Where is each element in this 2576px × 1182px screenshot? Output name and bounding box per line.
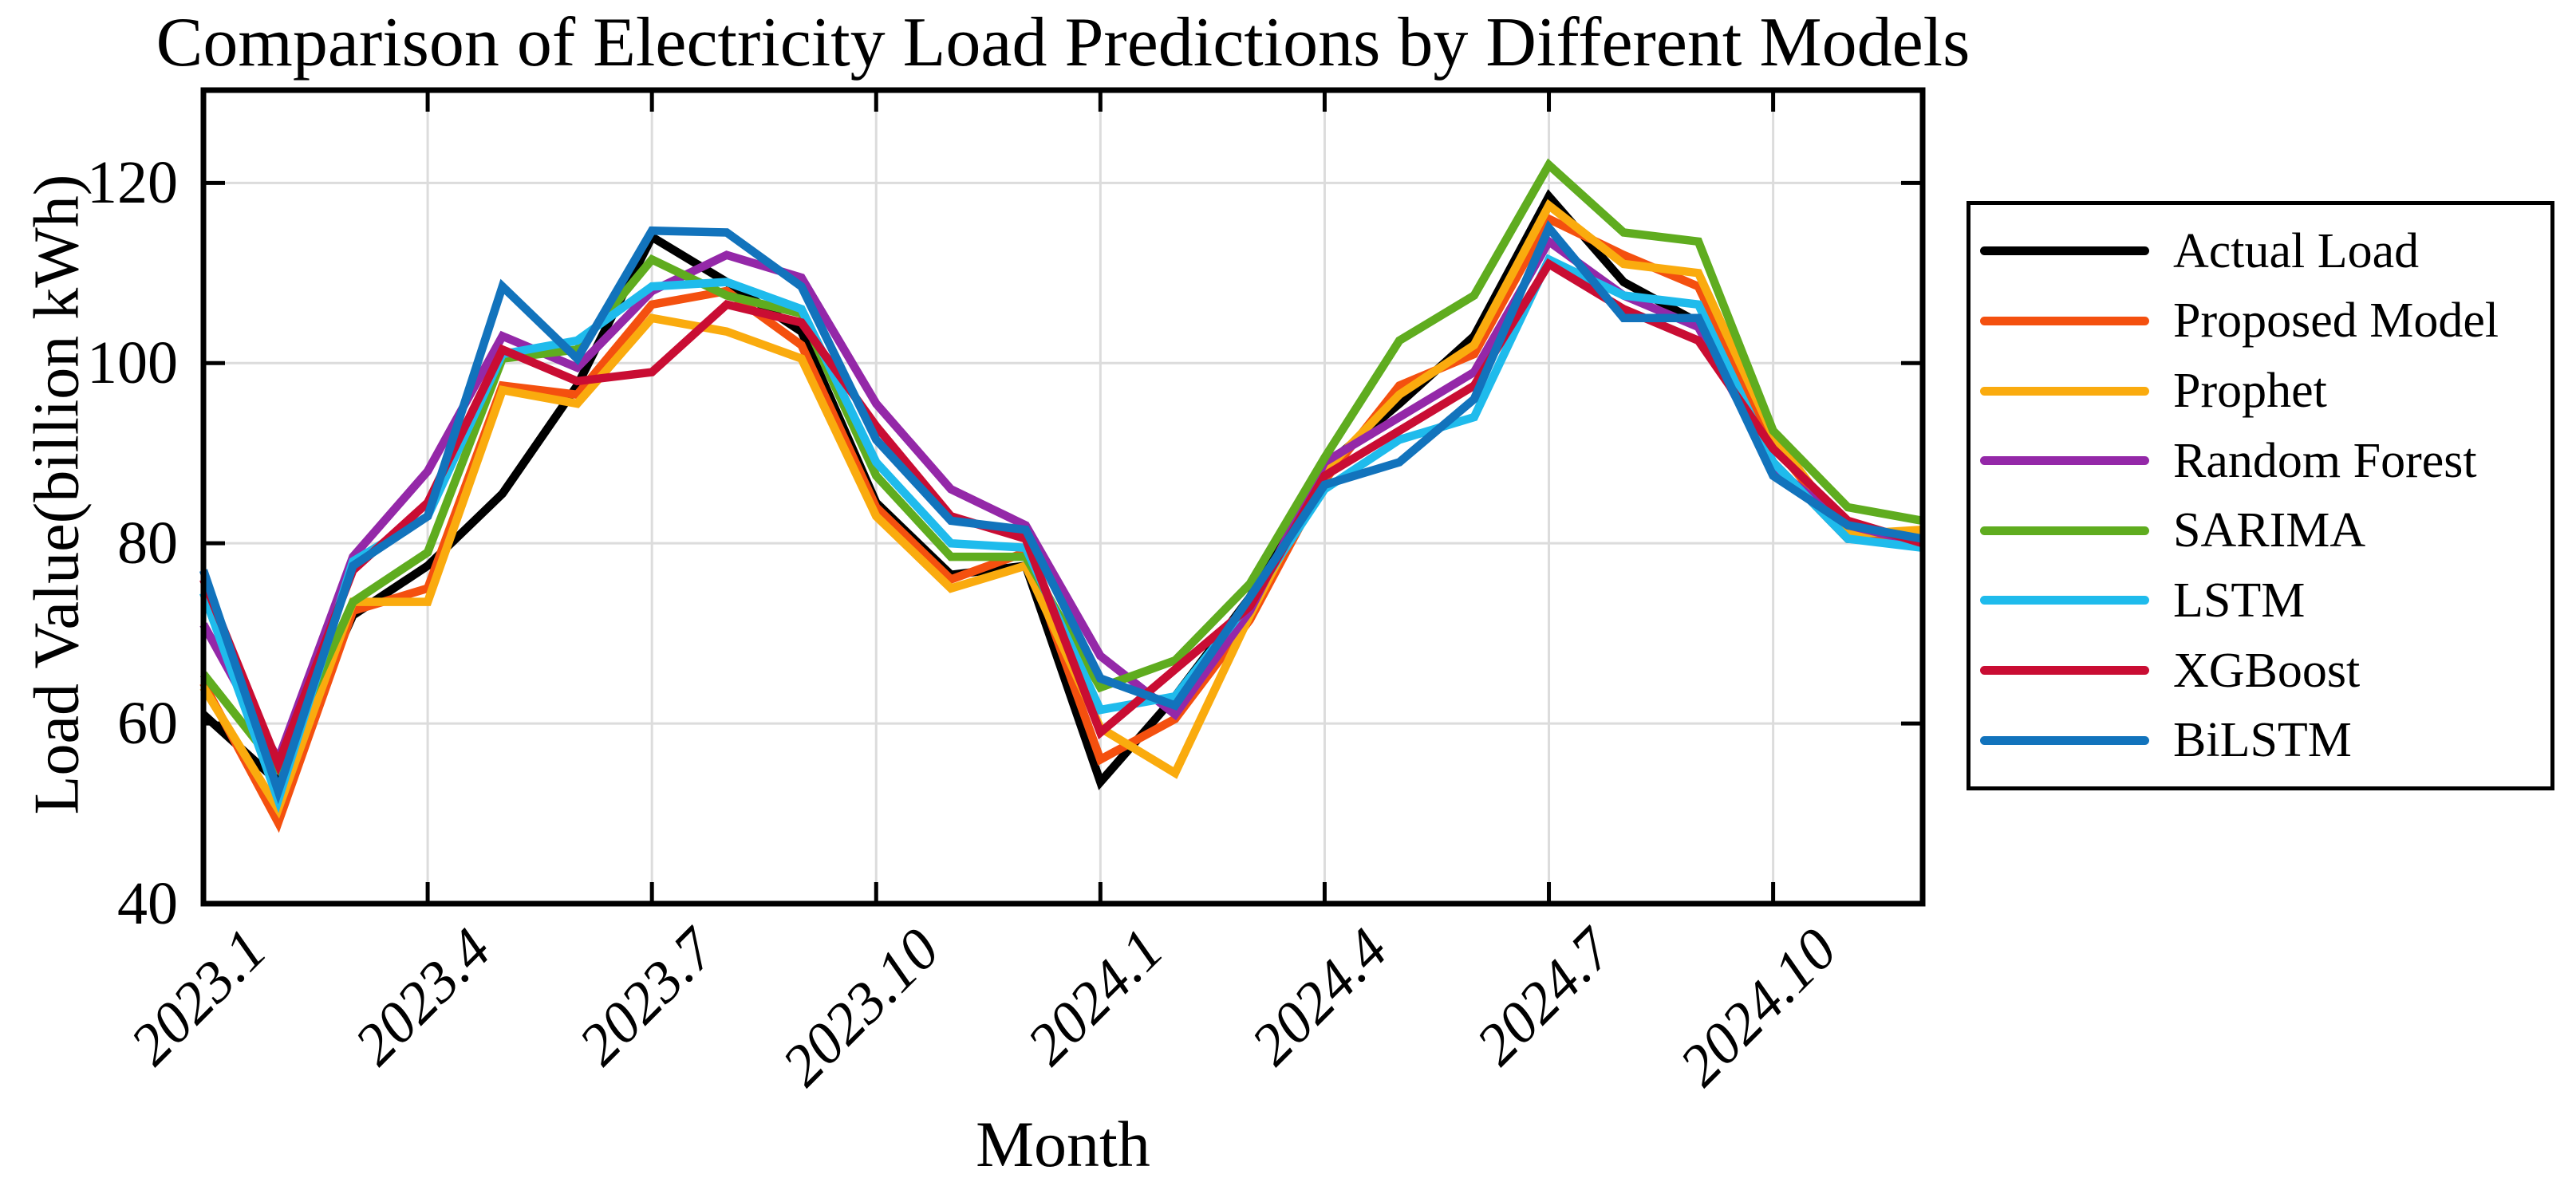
legend-label: Actual Load	[2173, 223, 2420, 278]
legend-item-actual-load: Actual Load	[1970, 219, 2550, 283]
series-line-bilstm	[199, 219, 1923, 805]
legend-label: XGBoost	[2173, 643, 2361, 698]
legend-item-sarima: SARIMA	[1970, 498, 2550, 562]
legend-label: Proposed Model	[2173, 294, 2499, 349]
legend-item-proposed-model: Proposed Model	[1970, 289, 2550, 353]
y-tick-label: 120	[87, 149, 178, 217]
chart-title: Comparison of Electricity Load Predictio…	[156, 4, 1970, 81]
y-tick-label: 80	[117, 510, 178, 577]
legend-label: BiLSTM	[2173, 713, 2352, 768]
legend-line-swatch	[1980, 735, 2149, 745]
legend-item-xgboost: XGBoost	[1970, 639, 2550, 703]
y-tick-label: 60	[117, 690, 178, 758]
legend-box: Actual Load Proposed Model Prophet Random F…	[1967, 201, 2554, 790]
legend-item-bilstm: BiLSTM	[1970, 708, 2550, 772]
legend-line-swatch	[1980, 456, 2149, 466]
legend-label: LSTM	[2173, 573, 2306, 628]
plot-border	[200, 87, 1926, 907]
legend-line-swatch	[1980, 596, 2149, 605]
legend-item-lstm: LSTM	[1970, 569, 2550, 632]
legend-line-swatch	[1980, 666, 2149, 676]
legend-label: Prophet	[2173, 364, 2327, 419]
legend-line-swatch	[1980, 386, 2149, 396]
legend-item-prophet: Prophet	[1970, 359, 2550, 423]
legend-line-swatch	[1980, 316, 2149, 325]
y-tick-label: 100	[87, 329, 178, 397]
series-line-actual-load	[200, 189, 1923, 790]
x-axis-label: Month	[976, 1108, 1150, 1180]
y-tick-label: 40	[117, 870, 178, 937]
legend-item-random-forest: Random Forest	[1970, 429, 2550, 493]
data-series-lines	[199, 158, 1924, 833]
legend-label: SARIMA	[2173, 503, 2366, 558]
legend-label: Random Forest	[2173, 433, 2477, 488]
series-line-prophet	[199, 199, 1923, 819]
legend-line-swatch	[1980, 246, 2149, 256]
legend-line-swatch	[1980, 526, 2149, 535]
